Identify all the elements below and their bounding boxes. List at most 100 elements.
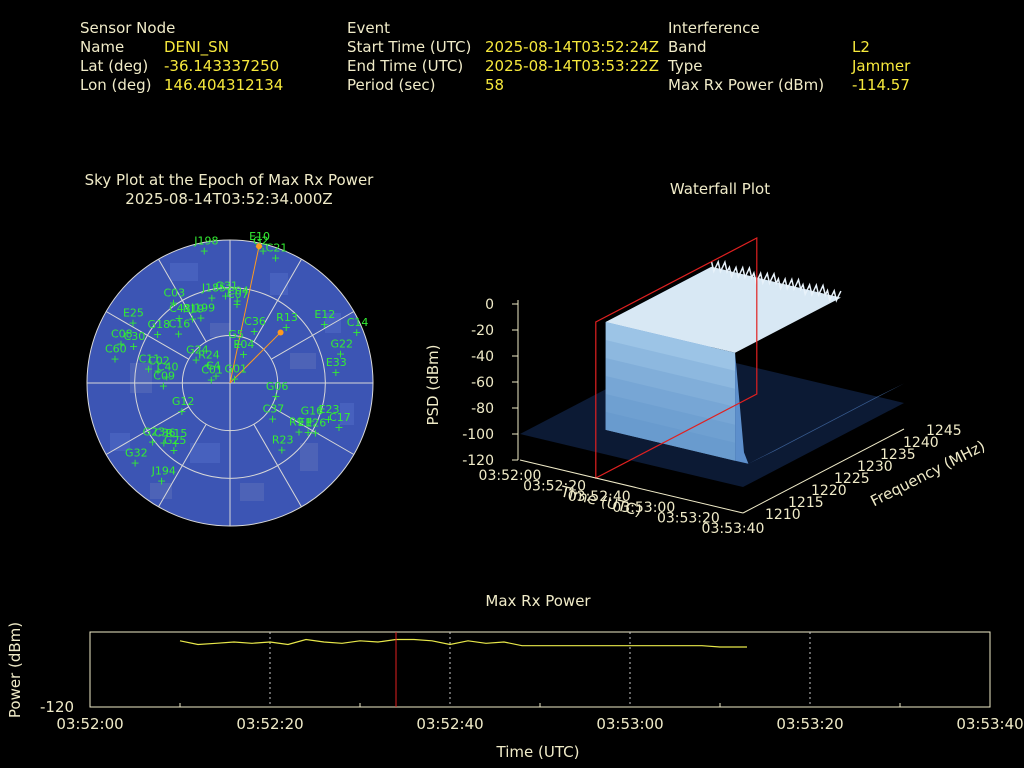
event-period-label: Period (sec) [347,76,436,94]
azimuth-spoke [105,406,189,455]
satellite-marker: + [171,437,180,450]
satellite-label: C36 [244,315,266,328]
satellite-label: G31 [215,280,238,293]
satellite-marker: + [192,353,201,366]
satellite-marker: + [258,244,267,257]
satellite-label: C08 [111,327,133,340]
maxrx-x-tick-label: 03:52:20 [236,715,303,733]
satellite-marker: + [271,390,280,403]
maxrx-y-axis-label: Power (dBm) [6,622,24,718]
waterfall-z-tick-label: -60 [471,375,494,391]
waterfall-shade-band [605,394,736,461]
satellite-label: C30 [124,330,146,343]
maxrx-trace [179,638,747,648]
sensor-node-heading: Sensor Node [80,19,176,37]
satellite-label: C40 [157,360,179,373]
satellite-label: E25 [123,306,144,319]
interference-band-label: Band [668,38,707,56]
satellite-marker: + [157,475,166,488]
azimuth-spoke [253,424,302,508]
satellite-label: C43 [169,302,191,315]
satellite-label: E26 [305,416,326,429]
satellite-marker: + [221,290,230,303]
satellite-label: E23 [319,403,340,416]
waterfall-time-tick-label: 03:53:20 [657,510,720,526]
azimuth-spoke [158,258,207,342]
satellite-marker: + [188,312,197,325]
satellite-label: C11 [139,353,161,366]
sensor-lon-label: Lon (deg) [80,76,152,94]
azimuth-spoke [271,406,355,455]
satellite-label: R23 [272,433,294,446]
waterfall-tail [748,383,904,464]
satellite-marker: + [320,318,329,331]
waterfall-freq-tick-label: 1235 [880,447,916,463]
interference-type-label: Type [668,57,703,75]
jammer-marker [277,329,284,336]
waterfall-surface [520,259,904,487]
satellite-marker: + [234,338,243,351]
waterfall-z-axis-label: PSD (dBm) [424,344,442,425]
waterfall-falloff [735,352,749,464]
waterfall-shade-band [605,340,736,461]
maxrx-x-tick-label: 03:53:40 [956,715,1023,733]
satellite-label: G16 [301,405,324,418]
satellite-marker: + [116,337,125,350]
satellite-label: C17 [329,411,351,424]
azimuth-spoke [105,311,189,360]
waterfall-front-face [605,322,736,461]
satellite-label: C03 [163,286,185,299]
satellite-marker: + [110,353,119,366]
interference-maxrx-label: Max Rx Power (dBm) [668,76,825,94]
satellite-label: J194 [151,465,176,478]
event-start-label: Start Time (UTC) [347,38,472,56]
waterfall-z-tick-label: -20 [471,323,494,339]
satellite-marker: + [153,328,162,341]
maxrx-x-tick-label: 03:53:20 [776,715,843,733]
satellite-marker: + [162,370,171,383]
satellite-marker: + [277,443,286,456]
satellite-label: C01 [201,364,223,377]
satellite-label: E1 [298,416,312,429]
satellite-marker: + [175,312,184,325]
sky-patch [110,433,130,451]
satellite-marker: + [294,425,303,438]
azimuth-spoke [253,258,302,342]
maxrx-x-tick-label: 03:52:00 [56,715,123,733]
satellite-label: C02 [148,354,170,367]
satellite-label: C14 [347,316,369,329]
sky-patch [190,443,220,463]
skyplot-subtitle: 2025-08-14T03:52:34.000Z [125,190,333,208]
satellite-label: E33 [326,356,347,369]
event-end-value: 2025-08-14T03:53:22Z [485,57,659,75]
satellite-marker: + [268,413,277,426]
satellite-label: C04 [227,285,249,298]
waterfall-shade-band [605,376,736,461]
sky-patch [300,443,318,471]
satellite-label: R9 [289,415,304,428]
sky-patch [170,263,198,281]
satellite-label: R24 [198,349,220,362]
event-period-value: 58 [485,76,505,94]
waterfall-z-tick-label: -100 [462,427,494,443]
maxrx-y-tick-label: -120 [40,698,74,716]
waterfall-z-tick-label: -80 [471,401,494,417]
maxrx-x-tick-label: 03:52:40 [416,715,483,733]
sky-patch [340,403,354,425]
interference-maxrx-value: -114.57 [852,76,910,94]
sensor-lon-value: 146.404312134 [164,76,284,94]
waterfall-freq-axis [742,428,905,514]
satellite-marker: + [232,298,241,311]
satellite-marker: + [207,292,216,305]
satellite-label: R15 [166,427,188,440]
satellite-marker: + [177,405,186,418]
waterfall-title: Waterfall Plot [669,180,771,198]
waterfall-freq-tick-label: 1210 [765,507,801,523]
waterfall-time-axis-label: Time (UTC) [558,482,644,520]
satellite-marker: + [239,348,248,361]
satellite-marker: + [169,296,178,309]
satellite-marker: + [282,321,291,334]
waterfall-shade-band [605,411,736,461]
maxrx-plot: 03:52:00 03:52:20 03:52:40 03:53:00 03:53:20… [6,622,1024,761]
maxrx-x-tick-label: 03:53:00 [596,715,663,733]
